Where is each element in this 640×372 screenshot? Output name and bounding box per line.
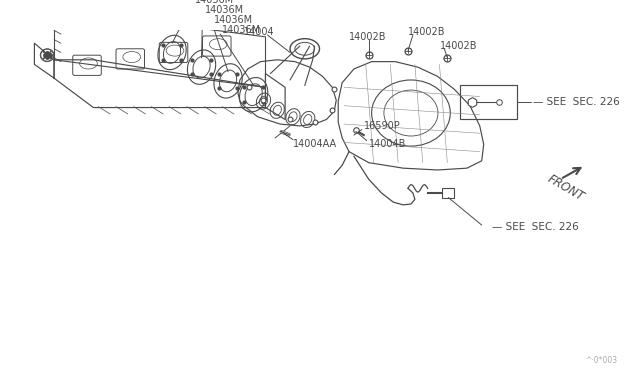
Text: 14004AA: 14004AA bbox=[293, 139, 337, 149]
Text: 14036M: 14036M bbox=[222, 25, 261, 35]
Bar bbox=[460, 84, 517, 119]
Text: 14002B: 14002B bbox=[349, 32, 387, 42]
Bar bbox=[442, 188, 454, 198]
Text: — SEE  SEC. 226: — SEE SEC. 226 bbox=[492, 222, 579, 232]
Text: 14036M: 14036M bbox=[214, 15, 253, 25]
Text: 14004: 14004 bbox=[244, 27, 275, 37]
Text: FRONT: FRONT bbox=[546, 173, 587, 204]
Text: — SEE  SEC. 226: — SEE SEC. 226 bbox=[533, 97, 620, 107]
Text: 14004B: 14004B bbox=[369, 139, 406, 149]
Text: ^·0*003: ^·0*003 bbox=[585, 356, 618, 365]
Text: 14036M: 14036M bbox=[205, 5, 244, 15]
Text: 14002B: 14002B bbox=[408, 27, 445, 37]
Text: 14036M: 14036M bbox=[195, 0, 234, 5]
Text: 14002B: 14002B bbox=[440, 41, 478, 51]
Text: 16590P: 16590P bbox=[364, 121, 401, 131]
